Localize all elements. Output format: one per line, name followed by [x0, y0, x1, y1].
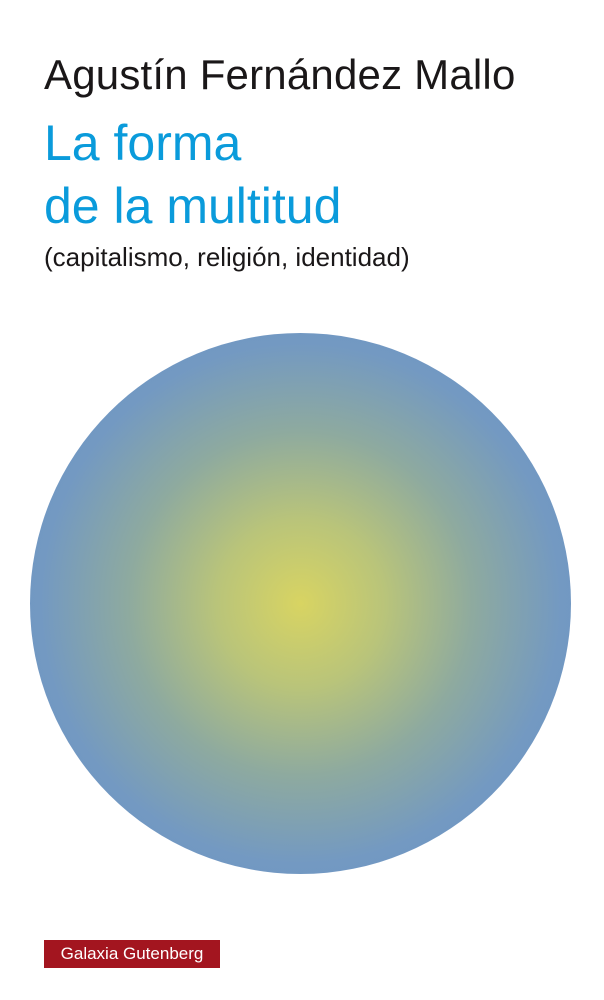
author-name: Agustín Fernández Mallo: [44, 51, 516, 98]
publisher-logo: Galaxia Gutenberg: [44, 940, 220, 968]
book-title: La forma de la multitud: [44, 112, 341, 238]
title-line-2: de la multitud: [44, 178, 342, 234]
gradient-circle-illustration: [30, 333, 571, 874]
book-subtitle: (capitalismo, religión, identidad): [44, 242, 410, 272]
title-line-1: La forma: [44, 115, 242, 171]
